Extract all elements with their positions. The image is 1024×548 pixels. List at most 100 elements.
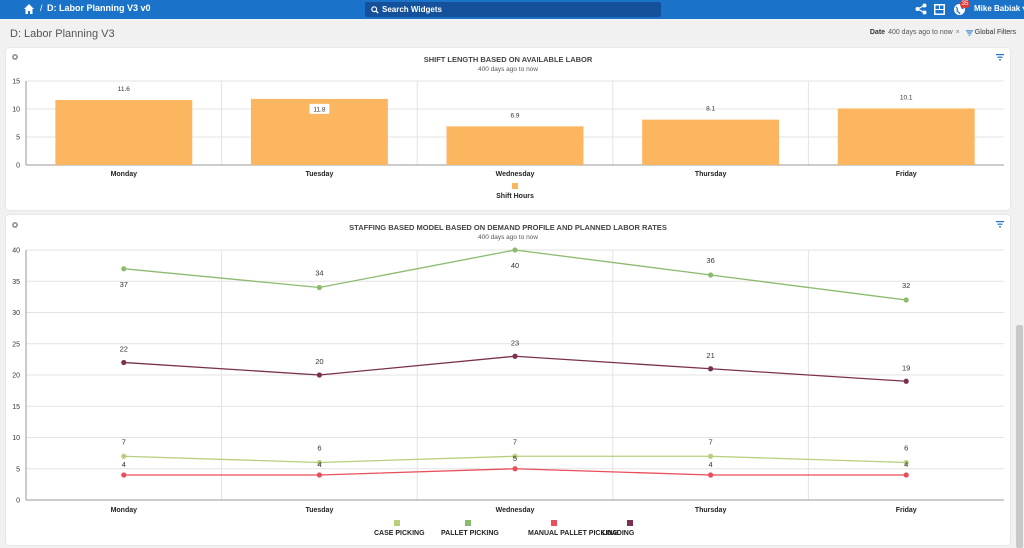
data-label: 37	[120, 280, 128, 289]
y-tick-label: 15	[12, 404, 20, 411]
data-point	[316, 459, 322, 466]
search-widgets-input[interactable]: Search Widgets	[365, 2, 661, 17]
series-line	[123, 249, 907, 301]
x-tick-label: Tuesday	[305, 507, 333, 514]
data-label: 7	[122, 437, 126, 446]
bar	[642, 119, 780, 165]
data-label: 11.6	[118, 86, 131, 93]
y-tick-label: 25	[12, 341, 20, 348]
funnel-icon[interactable]	[996, 54, 1004, 61]
legend-label: PALLET PICKING	[441, 530, 499, 537]
gear-icon[interactable]	[11, 221, 19, 229]
data-point	[316, 372, 322, 378]
data-label: 32	[902, 281, 910, 290]
data-label: 4	[709, 460, 713, 469]
data-label: 21	[706, 351, 714, 360]
filter-icon	[965, 29, 973, 36]
data-point	[708, 366, 714, 372]
y-tick-label: 40	[12, 248, 20, 255]
legend-swatch	[394, 520, 400, 526]
data-label: 10.1	[900, 94, 913, 101]
data-point	[512, 466, 518, 472]
bar	[55, 100, 193, 165]
legend-label: Shift Hours	[496, 193, 534, 200]
grid-icon[interactable]	[934, 4, 945, 15]
y-tick-label: 5	[16, 135, 20, 142]
user-menu[interactable]: Mike Babiak ▾	[974, 4, 1024, 13]
data-label: 22	[120, 345, 128, 354]
home-icon[interactable]	[23, 3, 35, 15]
data-label-box	[309, 103, 330, 114]
bar	[837, 108, 975, 165]
legend-swatch	[512, 183, 518, 189]
data-point	[316, 472, 322, 478]
data-point	[903, 459, 909, 466]
legend-label: MANUAL PALLET PICKING	[528, 530, 619, 537]
data-label: 4	[904, 460, 908, 469]
data-point	[903, 378, 909, 384]
y-tick-label: 0	[16, 498, 20, 505]
data-point	[708, 453, 714, 459]
data-point	[316, 284, 322, 291]
data-label: 4	[317, 460, 321, 469]
data-point	[121, 359, 127, 366]
data-point	[903, 297, 909, 303]
data-label: 5	[513, 454, 517, 463]
y-tick-label: 5	[16, 466, 20, 473]
data-label: 8.1	[706, 106, 715, 113]
x-tick-label: Monday	[111, 171, 138, 178]
widget-title: STAFFING BASED MODEL BASED ON DEMAND PRO…	[349, 223, 667, 232]
data-label: 34	[315, 269, 323, 278]
date-filter-label: Date	[869, 29, 886, 36]
data-point	[121, 472, 127, 478]
x-tick-label: Thursday	[695, 507, 727, 514]
widget-title: SHIFT LENGTH BASED ON AVAILABLE LABOR	[423, 55, 593, 64]
menu-icon[interactable]	[6, 4, 16, 14]
data-label: 7	[513, 437, 517, 446]
data-label: 40	[511, 261, 519, 270]
clear-filter-button[interactable]: ×	[955, 29, 960, 36]
filter-bar: Date 400 days ago to now × Global Filter…	[870, 29, 1016, 36]
legend-label: LOADING	[602, 530, 635, 537]
legend-swatch	[551, 520, 557, 526]
x-tick-label: Wednesday	[496, 507, 535, 514]
data-point	[512, 247, 518, 253]
scrollbar[interactable]	[1016, 325, 1023, 548]
staffing-line-chart: 0 5 10 15 20 25 30 35 40 7 6 7 7 6 37 34 40 36 32 4 4 5 4 4 22 20…	[12, 247, 1004, 537]
x-tick-label: Tuesday	[305, 171, 333, 178]
date-filter-value[interactable]: 400 days ago to now	[888, 29, 953, 36]
data-point	[512, 453, 518, 459]
top-bar: / D: Labor Planning V3 v0 Search Widgets…	[0, 0, 1024, 19]
staffing-model-widget: STAFFING BASED MODEL BASED ON DEMAND PRO…	[6, 215, 1010, 545]
legend-swatch	[627, 520, 633, 526]
data-point	[903, 472, 909, 478]
y-tick-label: 10	[12, 107, 20, 114]
x-tick-label: Friday	[896, 171, 917, 178]
data-point	[708, 472, 714, 478]
data-label: 6	[904, 444, 908, 453]
data-point	[121, 266, 127, 272]
data-label: 6.9	[510, 112, 519, 119]
shift-hours-bar-chart: 0 5 10 15 11.6 Monday 11.8 Tuesday 6.9 Wednesday 8…	[12, 79, 1004, 200]
global-filters-button[interactable]: Global Filters	[974, 29, 1016, 36]
gear-icon[interactable]	[11, 53, 19, 61]
y-tick-label: 30	[12, 310, 20, 317]
share-icon[interactable]	[915, 3, 927, 15]
widget-subtitle: 400 days ago to now	[478, 66, 538, 73]
x-tick-label: Thursday	[695, 171, 727, 178]
x-tick-label: Wednesday	[496, 171, 535, 178]
y-tick-label: 10	[12, 435, 20, 442]
data-point	[512, 353, 518, 359]
data-point	[708, 272, 714, 278]
data-label: 6	[317, 444, 321, 453]
dashboard-title[interactable]: D: Labor Planning V3 v0	[47, 3, 151, 13]
funnel-icon[interactable]	[996, 221, 1004, 228]
search-placeholder: Search Widgets	[382, 5, 442, 14]
legend-label: CASE PICKING	[374, 530, 425, 537]
breadcrumb-separator: /	[40, 3, 43, 13]
y-tick-label: 15	[12, 79, 20, 86]
data-point	[121, 453, 127, 459]
data-label: 20	[315, 357, 323, 366]
data-label: 7	[709, 437, 713, 446]
y-tick-label: 20	[12, 373, 20, 380]
